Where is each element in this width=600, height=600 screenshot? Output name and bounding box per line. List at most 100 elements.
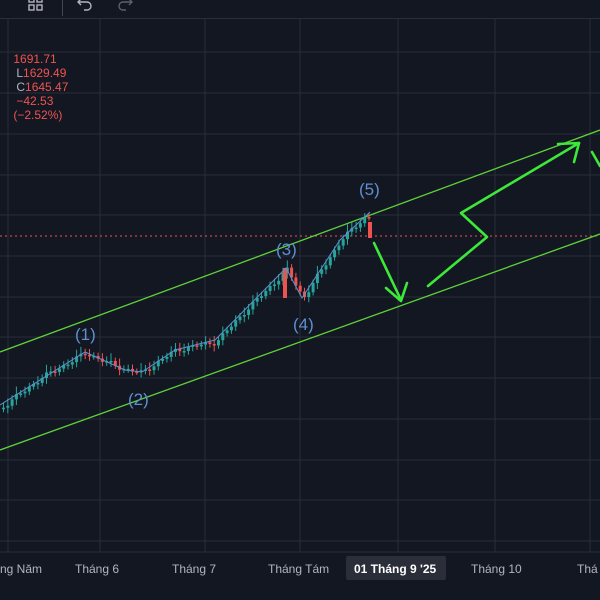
- candle-body: [83, 353, 87, 356]
- candle-body: [225, 330, 229, 334]
- candle-body: [204, 342, 208, 345]
- arrow-up-head: [556, 141, 581, 164]
- candle-body: [45, 372, 48, 379]
- x-tick-label: Tháng 6: [75, 562, 119, 576]
- candle-body: [298, 285, 302, 292]
- candle-body: [277, 280, 281, 285]
- candle-body: [152, 366, 156, 371]
- candle-body: [2, 407, 5, 410]
- candle-body: [186, 346, 190, 352]
- arrow-up-line: [426, 141, 581, 288]
- elliott-wave-labels: (1) (2) (3) (4) (5): [75, 180, 380, 409]
- candle-body: [324, 265, 328, 270]
- layout-grid-icon[interactable]: [28, 0, 44, 14]
- low-value: 1629.49: [23, 66, 67, 80]
- price-channel: [0, 129, 600, 451]
- ohlc-legend: 1691.71 L1629.49 C1645.47 −42.53 (−2.52%…: [0, 38, 68, 136]
- close-value: 1645.47: [25, 80, 69, 94]
- candle-body: [53, 371, 57, 373]
- candle-body: [354, 227, 358, 230]
- candle-body: [148, 369, 152, 371]
- candle-body: [368, 222, 372, 238]
- candle-body: [57, 368, 61, 373]
- candle-body: [208, 342, 212, 345]
- low-label: L: [16, 66, 24, 80]
- arrow-edge-line: [590, 150, 600, 168]
- candle-body: [195, 345, 199, 347]
- candle-body: [337, 245, 341, 251]
- candle-body: [70, 362, 74, 365]
- candle-body: [126, 368, 130, 371]
- candle-body: [346, 231, 349, 240]
- candle-body: [341, 239, 345, 246]
- candle-body: [88, 354, 91, 357]
- chart-grid: [0, 18, 600, 552]
- wave-label: (3): [276, 240, 297, 259]
- candle-body: [23, 391, 27, 394]
- candle-body: [19, 393, 23, 395]
- candle-body: [260, 296, 263, 299]
- candle-body: [135, 371, 139, 374]
- candle-body: [238, 316, 242, 321]
- candle-body: [178, 348, 182, 352]
- candle-body: [6, 405, 10, 408]
- candle-body: [92, 355, 96, 358]
- toolbar-divider: [62, 0, 63, 16]
- x-tick-label: ng Năm: [0, 562, 42, 576]
- candle-body: [14, 394, 18, 400]
- candle-body: [169, 351, 173, 357]
- wave-label: (1): [75, 325, 96, 344]
- candle-body: [212, 344, 216, 346]
- open-value: 1691.71: [13, 52, 57, 66]
- candle-body: [333, 250, 337, 258]
- candle-body: [221, 333, 225, 341]
- top-toolbar: [0, 0, 600, 19]
- candle-body: [10, 399, 14, 406]
- arrow-down-line: [372, 241, 403, 302]
- candle-body: [367, 217, 371, 219]
- candle-body: [199, 344, 203, 347]
- candle-body: [328, 257, 332, 266]
- candle-body: [307, 292, 311, 297]
- change-percent: (−2.52%): [13, 108, 63, 122]
- redo-icon[interactable]: [116, 0, 134, 14]
- x-axis: ng Năm Tháng 6 Tháng 7 Tháng Tám 01 Tháng 9 …: [0, 551, 600, 600]
- candle-body: [113, 360, 117, 366]
- x-tick-label: Tháng Tám: [268, 562, 329, 576]
- candle-body: [27, 386, 31, 392]
- elliott-wave-line: [0, 211, 371, 406]
- candle-body: [229, 326, 233, 331]
- candle-body: [272, 284, 276, 287]
- candle-body: [251, 301, 255, 310]
- candle-body: [217, 340, 220, 346]
- candle-body: [161, 358, 165, 361]
- candle-body: [294, 277, 298, 286]
- x-tick-label: Tháng 7: [172, 562, 216, 576]
- x-axis-current-date-box: [346, 556, 446, 580]
- candle-body: [234, 320, 238, 327]
- candle-body: [40, 378, 44, 383]
- candle-body: [49, 371, 53, 373]
- wave-label: (4): [293, 315, 314, 334]
- wave-label: (5): [359, 180, 380, 199]
- candle-body: [247, 309, 251, 316]
- candle-body: [363, 217, 367, 224]
- candle-body: [191, 345, 195, 347]
- x-axis-background: [0, 552, 600, 600]
- candle-body: [156, 360, 160, 367]
- candle-body: [264, 291, 268, 297]
- candle-body: [96, 355, 100, 359]
- wave-label: (2): [128, 390, 149, 409]
- candle-body: [75, 356, 79, 363]
- channel-lower-line: [0, 233, 600, 451]
- undo-icon[interactable]: [76, 0, 94, 14]
- projection-arrows: [372, 141, 600, 303]
- x-axis-current-date: 01 Tháng 9 '25: [354, 562, 437, 576]
- candle-body: [131, 368, 134, 372]
- candle-body: [350, 228, 354, 232]
- candle-body: [62, 365, 66, 369]
- candle-body: [109, 360, 113, 363]
- candle-body: [268, 286, 272, 292]
